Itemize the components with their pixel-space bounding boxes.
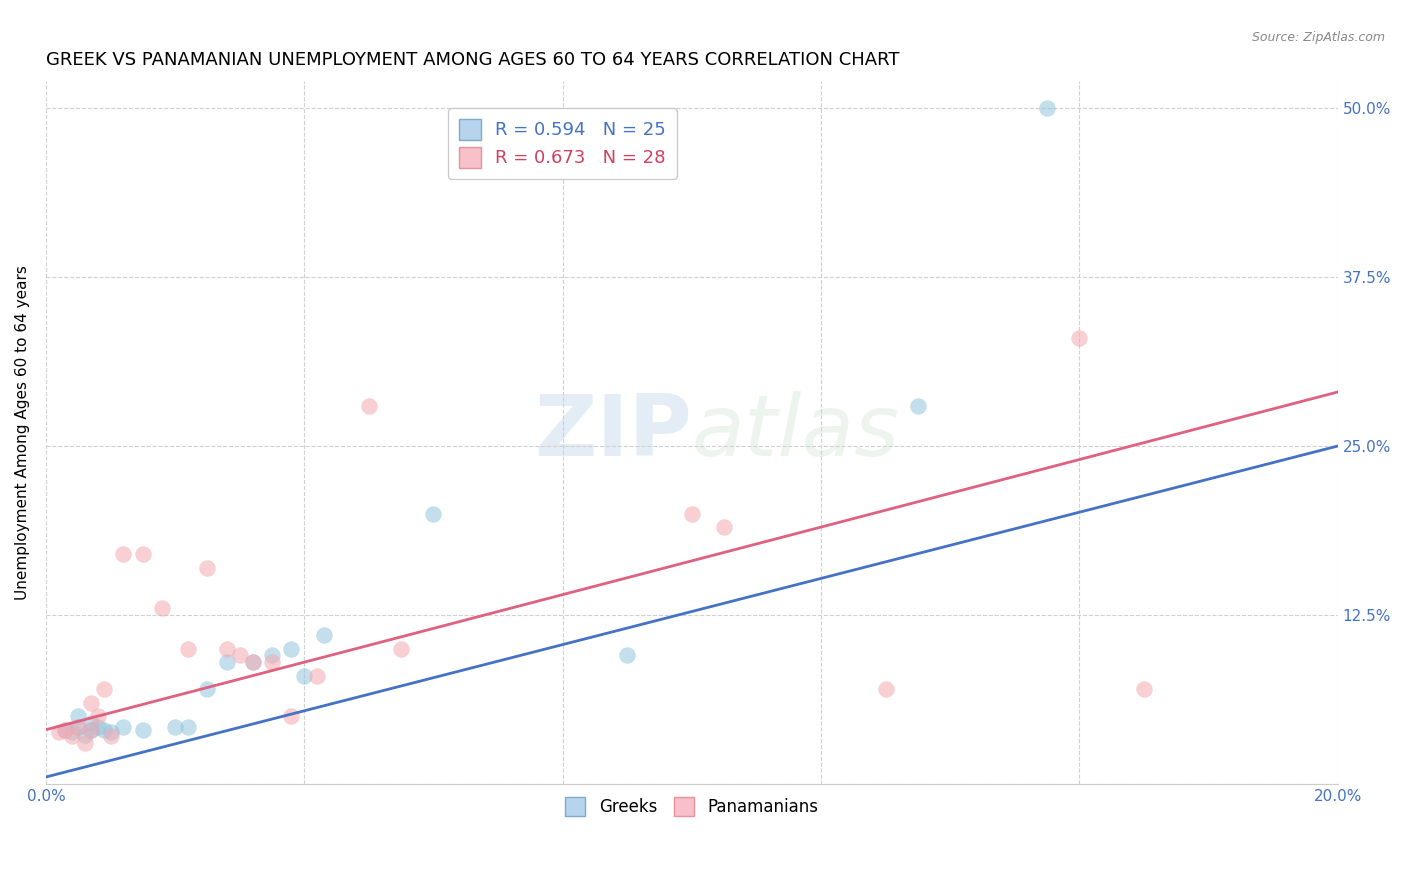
Point xyxy=(389,641,412,656)
Point xyxy=(132,723,155,737)
Point xyxy=(86,709,108,723)
Y-axis label: Unemployment Among Ages 60 to 64 years: Unemployment Among Ages 60 to 64 years xyxy=(15,265,30,600)
Point xyxy=(242,655,264,669)
Point xyxy=(73,728,96,742)
Point xyxy=(80,715,103,730)
Point xyxy=(1036,101,1059,115)
Point xyxy=(93,723,115,737)
Legend: Greeks, Panamanians: Greeks, Panamanians xyxy=(557,789,827,824)
Point xyxy=(228,648,250,663)
Text: ZIP: ZIP xyxy=(534,391,692,474)
Point xyxy=(67,720,90,734)
Point xyxy=(292,668,315,682)
Point xyxy=(422,507,444,521)
Point xyxy=(100,730,122,744)
Point xyxy=(165,720,187,734)
Point xyxy=(60,730,83,744)
Point xyxy=(53,723,76,737)
Point xyxy=(100,725,122,739)
Point xyxy=(1133,682,1156,697)
Point xyxy=(260,655,283,669)
Point xyxy=(215,641,238,656)
Point xyxy=(80,723,103,737)
Point xyxy=(112,720,135,734)
Point xyxy=(67,720,90,734)
Point xyxy=(357,399,380,413)
Point xyxy=(150,601,173,615)
Point xyxy=(280,641,302,656)
Point xyxy=(177,720,200,734)
Point xyxy=(260,648,283,663)
Point xyxy=(312,628,335,642)
Point xyxy=(616,648,638,663)
Point xyxy=(80,723,103,737)
Point xyxy=(307,668,329,682)
Point xyxy=(1069,331,1091,345)
Text: Source: ZipAtlas.com: Source: ZipAtlas.com xyxy=(1251,31,1385,45)
Point xyxy=(132,547,155,561)
Point xyxy=(112,547,135,561)
Point xyxy=(177,641,200,656)
Point xyxy=(280,709,302,723)
Point xyxy=(86,720,108,734)
Point xyxy=(93,682,115,697)
Point xyxy=(875,682,897,697)
Point xyxy=(242,655,264,669)
Point xyxy=(197,560,219,574)
Point xyxy=(197,682,219,697)
Point xyxy=(907,399,929,413)
Point xyxy=(73,736,96,750)
Point xyxy=(713,520,735,534)
Point xyxy=(60,725,83,739)
Text: atlas: atlas xyxy=(692,391,900,474)
Point xyxy=(681,507,703,521)
Point xyxy=(80,696,103,710)
Text: GREEK VS PANAMANIAN UNEMPLOYMENT AMONG AGES 60 TO 64 YEARS CORRELATION CHART: GREEK VS PANAMANIAN UNEMPLOYMENT AMONG A… xyxy=(46,51,900,69)
Point xyxy=(48,725,70,739)
Point xyxy=(215,655,238,669)
Point xyxy=(53,723,76,737)
Point xyxy=(67,709,90,723)
